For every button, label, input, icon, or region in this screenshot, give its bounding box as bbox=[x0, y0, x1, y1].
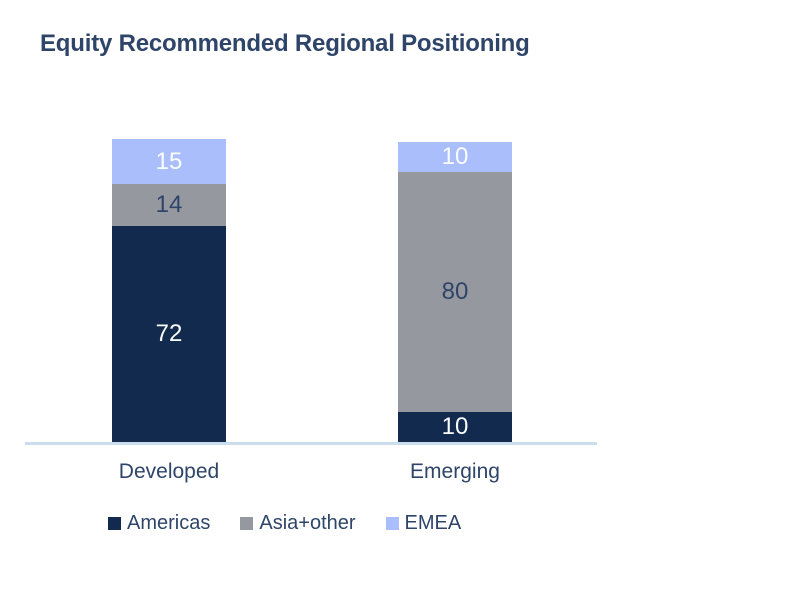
value-label-americas-developed: 72 bbox=[155, 320, 183, 347]
value-label-emea-developed: 15 bbox=[155, 147, 183, 175]
category-label-developed: Developed bbox=[118, 460, 220, 483]
legend: Americas Asia+other EMEA bbox=[108, 512, 461, 535]
value-label-asia-other-emerging: 80 bbox=[441, 278, 469, 305]
segment-emea-emerging: 10 bbox=[398, 142, 512, 172]
segment-asia-other-developed: 14 bbox=[112, 184, 226, 226]
legend-item-asia-other: Asia+other bbox=[240, 512, 356, 535]
segment-asia-other-emerging: 80 bbox=[398, 172, 512, 412]
segment-americas-emerging: 10 bbox=[398, 412, 512, 442]
value-label-emea-emerging: 10 bbox=[441, 143, 469, 170]
segment-americas-developed: 72 bbox=[112, 226, 226, 442]
bar-developed: 15 14 72 bbox=[112, 139, 226, 442]
value-label-asia-other-developed: 14 bbox=[155, 191, 183, 218]
bar-emerging: 10 80 10 bbox=[398, 142, 512, 442]
legend-item-americas: Americas bbox=[108, 512, 210, 535]
legend-item-emea: EMEA bbox=[385, 512, 462, 535]
legend-label-asia-other: Asia+other bbox=[259, 512, 356, 534]
legend-swatch-americas bbox=[108, 517, 121, 530]
legend-label-emea: EMEA bbox=[404, 512, 462, 534]
chart-title: Equity Recommended Regional Positioning bbox=[40, 30, 530, 57]
value-label-americas-emerging: 10 bbox=[441, 413, 469, 440]
legend-swatch-emea bbox=[385, 517, 399, 530]
legend-label-americas: Americas bbox=[127, 512, 211, 534]
plot-area: 15 14 72 10 80 10 bbox=[25, 139, 597, 445]
legend-swatch-asia-other bbox=[240, 517, 254, 530]
x-axis-line bbox=[25, 442, 597, 445]
segment-emea-developed: 15 bbox=[112, 139, 226, 184]
category-label-emerging: Emerging bbox=[410, 460, 500, 483]
